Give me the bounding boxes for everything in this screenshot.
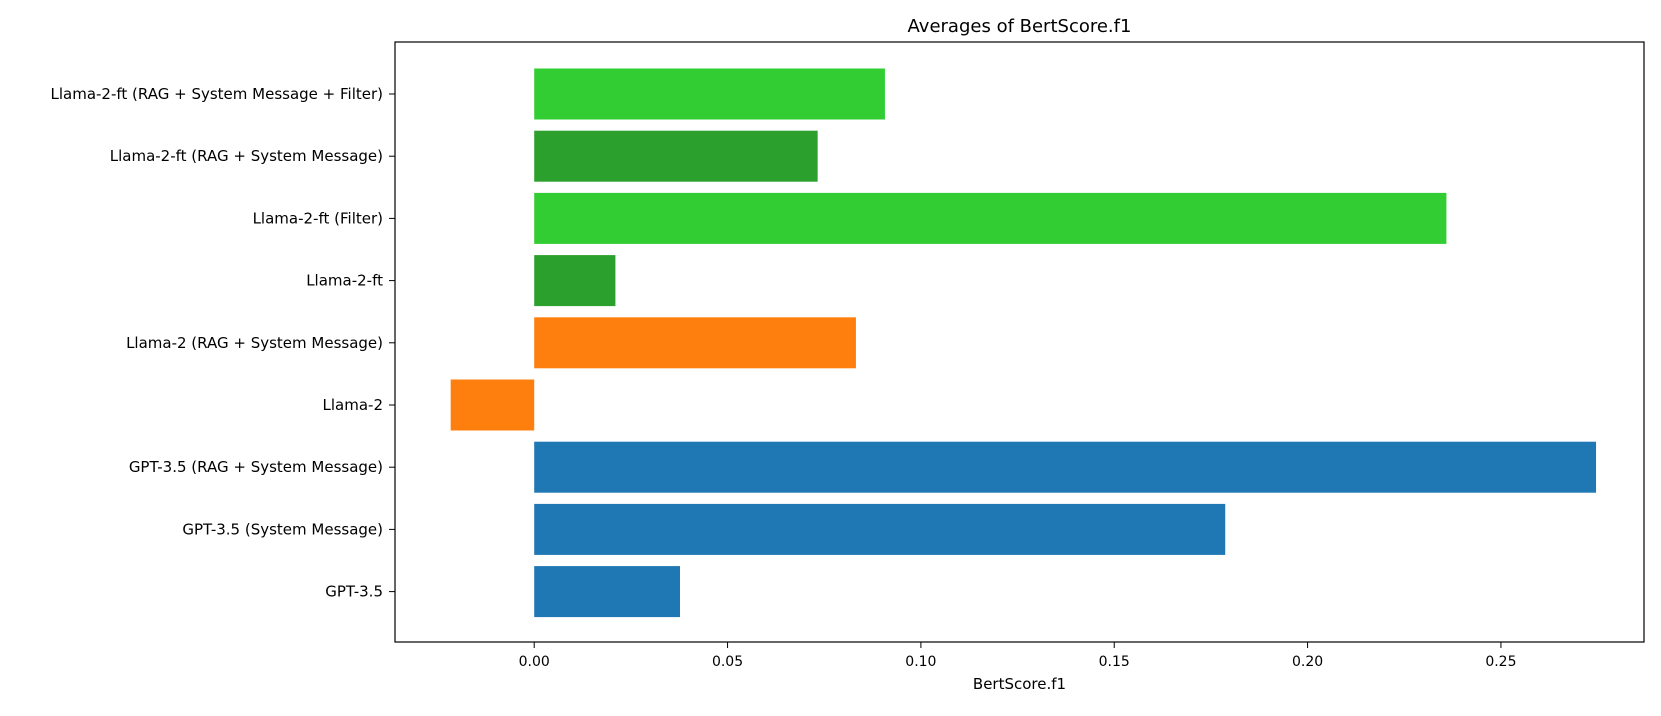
bar-7 <box>534 503 1226 555</box>
bar-4 <box>534 317 856 369</box>
bar-6 <box>534 441 1597 493</box>
bar-3 <box>534 255 616 307</box>
y-tick-label: GPT-3.5 <box>325 583 383 601</box>
y-tick-label: GPT-3.5 (RAG + System Message) <box>129 458 383 476</box>
x-tick-label: 0.00 <box>519 654 550 670</box>
x-axis: 0.00 0.05 0.10 0.15 0.20 0.25 <box>519 642 1517 670</box>
plot-frame <box>394 41 1645 643</box>
bar-1 <box>534 130 818 182</box>
x-tick-label: 0.25 <box>1485 654 1516 670</box>
bar-8 <box>534 566 680 618</box>
bar-2 <box>534 192 1447 244</box>
x-tick-label: 0.05 <box>712 654 743 670</box>
x-tick-label: 0.10 <box>905 654 936 670</box>
y-tick-label: Llama-2-ft <box>306 272 383 290</box>
y-tick-label: Llama-2-ft (RAG + System Message + Filte… <box>51 85 384 103</box>
bars-group <box>450 68 1597 618</box>
x-axis-label: BertScore.f1 <box>973 675 1066 693</box>
x-tick-label: 0.20 <box>1292 654 1323 670</box>
x-tick-label: 0.15 <box>1099 654 1130 670</box>
y-tick-label: Llama-2-ft (Filter) <box>253 209 383 227</box>
y-tick-label: GPT-3.5 (System Message) <box>182 520 383 538</box>
y-tick-label: Llama-2 (RAG + System Message) <box>126 334 383 352</box>
y-tick-label: Llama-2 <box>323 396 383 414</box>
bar-0 <box>534 68 885 120</box>
chart-title: Averages of BertScore.f1 <box>908 16 1132 37</box>
y-axis: Llama-2-ft (RAG + System Message + Filte… <box>51 85 395 601</box>
bar-5 <box>450 379 535 431</box>
y-tick-label: Llama-2-ft (RAG + System Message) <box>110 147 383 165</box>
